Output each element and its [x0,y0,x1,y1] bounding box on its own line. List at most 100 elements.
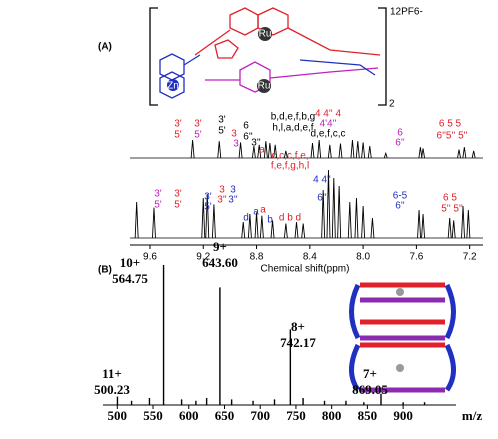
x-tick-label: 9.2 [196,252,210,263]
peak [201,197,206,239]
x-axis-label: Chemical shift(ppm) [261,264,350,275]
peak [259,215,264,239]
mz-label: 643.60 [202,255,238,270]
peak-annotation: a [259,145,265,156]
peak [418,147,423,159]
peak [251,145,256,159]
mz-label: 564.75 [112,271,148,286]
peak-annotation: a [260,205,266,216]
peak-annotation: 3 [230,185,236,196]
peak [317,139,322,159]
peak-annotation: d [243,213,249,224]
panel-label: (B) [98,265,112,276]
metal-label: Ru [258,81,271,92]
peak [347,201,352,239]
mz-label: 869.05 [352,382,388,397]
peak-annotation: 4 4'' [313,175,331,186]
peak [263,141,268,159]
multiplier: 2 [389,99,395,110]
peak-annotation: 6 5 5 [439,119,462,130]
peak-annotation: 3' [154,189,162,200]
peak-annotation: 3 [231,129,237,140]
peak-annotation: 5'' 5'' [441,204,463,215]
peak [447,217,452,239]
peak [321,189,326,239]
peak-annotation: d,e,f,c,c [310,129,345,140]
peak [134,201,139,239]
peak [337,185,342,239]
peak [254,212,259,239]
x-axis-label: m/z [462,408,482,423]
peak [310,142,315,159]
peak [238,142,243,159]
peak-annotation: a [253,207,259,218]
peak [461,205,465,239]
peak [370,217,375,239]
x-tick-label: 650 [215,408,235,423]
peak [267,142,272,159]
x-tick-label: 7.6 [409,252,423,263]
x-tick-label: 700 [250,408,270,423]
peak-annotation: 3' [204,192,212,203]
peak-annotation: 6'' [243,132,252,143]
peak-annotation: 3' [194,119,202,130]
peak-annotation: 5' [218,126,226,137]
peak-annotation: b [267,215,273,226]
peak-annotation: 5' [154,200,162,211]
peak [466,209,471,239]
metal-label: Zn [167,81,179,92]
peak [283,223,288,239]
peak [152,207,156,239]
charge-label: 11+ [102,366,122,381]
peak [331,177,336,239]
peak-annotation: 3' [218,115,226,126]
peak [354,197,359,239]
peak [383,151,388,159]
peak [327,144,332,159]
peak [421,148,426,159]
peak-annotation: 6'' [395,138,404,149]
peak [294,221,299,239]
peak [361,142,366,159]
peak [421,213,426,239]
peak [211,204,216,239]
peak-annotation: 5' [174,130,182,141]
peak-annotation: 6 [397,128,403,139]
peak [326,169,331,239]
x-tick-label: 9.6 [143,252,157,263]
x-tick-label: 500 [108,408,128,423]
peak [417,209,422,239]
mz-label: 742.17 [280,335,316,350]
x-tick-label: 900 [393,408,413,423]
peak-annotation: 3' [174,189,182,200]
peak [190,139,195,159]
peak-annotation: d b d [279,213,301,224]
peak [361,205,366,239]
x-tick-label: 8.8 [250,252,264,263]
peak [273,144,278,159]
peak-annotation: 3'' [217,195,226,206]
x-tick-label: 7.2 [463,252,477,263]
peak-annotation: c,c,c,f,e, [271,151,308,162]
peak [301,223,306,239]
peak-annotation: 3'' [228,195,237,206]
peak-annotation: 5' [204,202,212,213]
charge-label: 10+ [120,255,140,270]
peak [462,147,467,159]
peak-annotation: 3'' [251,138,260,149]
peak [471,150,476,159]
peak [367,145,372,159]
x-tick-label: 8.4 [303,252,317,263]
metal-label: Ru [259,29,272,40]
peak-annotation: h,l,a,d,e,f [272,123,313,134]
peak [283,150,288,159]
peak-annotation: 6''5'' 5'' [437,131,468,142]
peak [270,220,275,239]
peak [241,221,246,239]
peak-annotation: b,d,e,f,b,g [271,112,315,123]
cage-diagram [349,282,456,393]
peak-annotation: 6 5 [443,193,457,204]
peak [451,220,456,239]
peak-annotation: 6'' [395,201,404,212]
peak-annotation: 5' [194,130,202,141]
